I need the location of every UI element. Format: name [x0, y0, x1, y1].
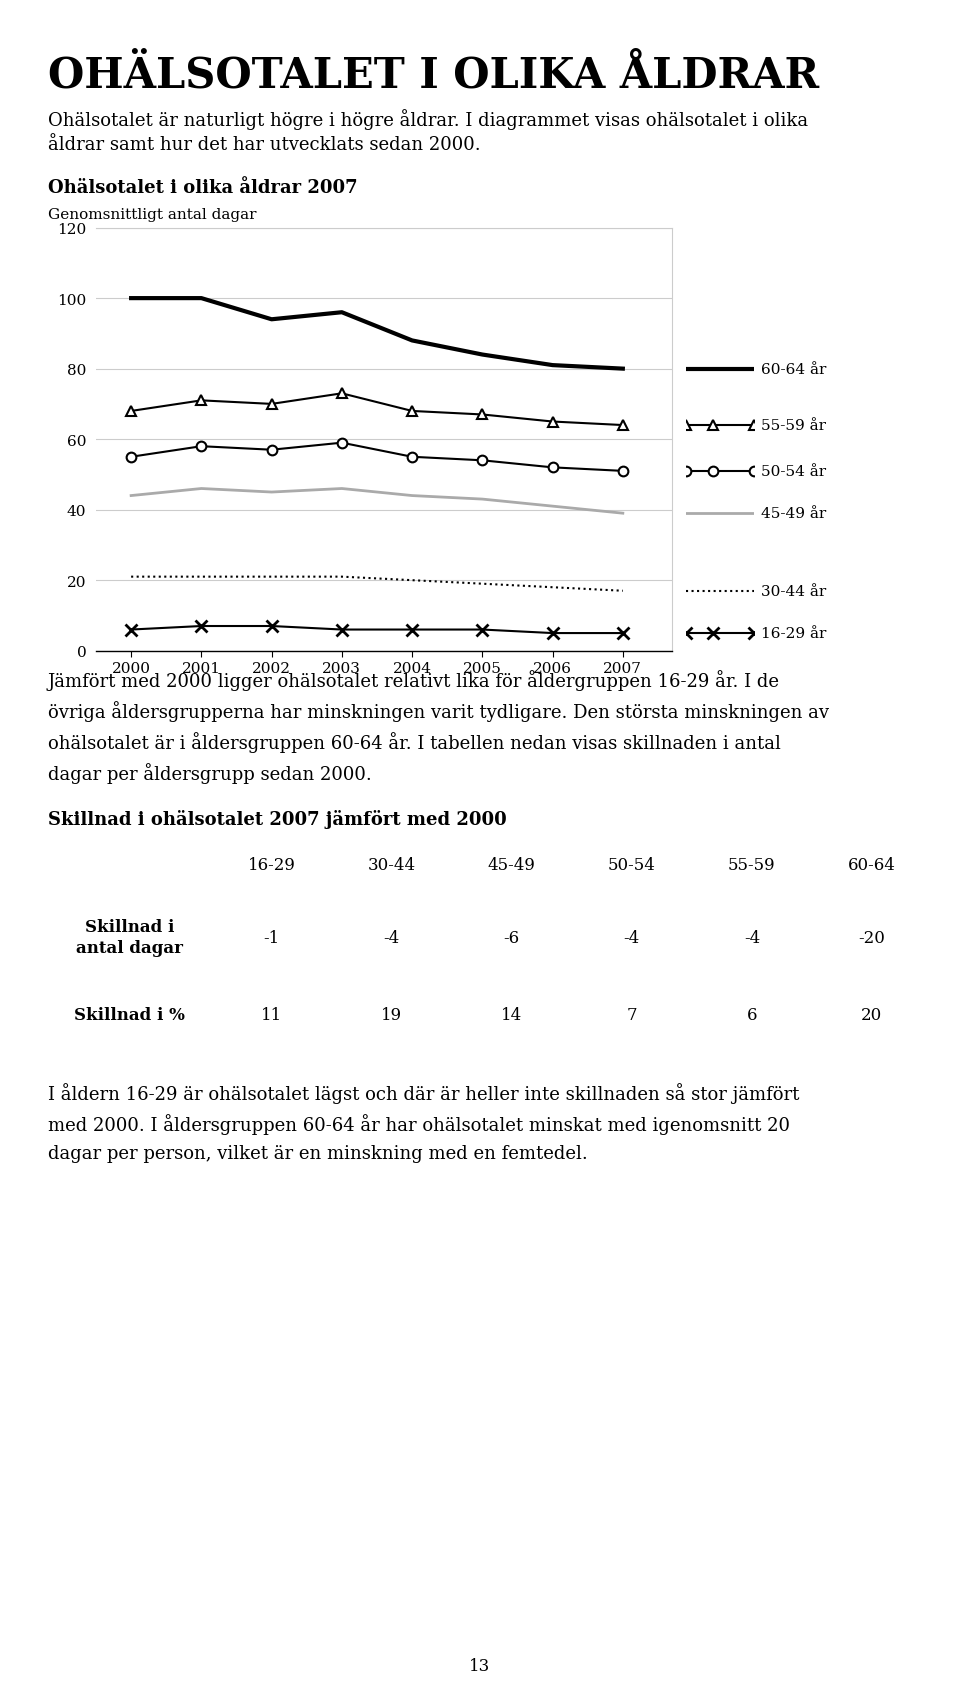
Text: 60-64 år: 60-64 år: [761, 363, 827, 377]
Text: 19: 19: [381, 1006, 402, 1023]
Text: Ohälsotalet är naturligt högre i högre åldrar. I diagrammet visas ohälsotalet i : Ohälsotalet är naturligt högre i högre å…: [48, 109, 808, 130]
Text: övriga åldersgrupperna har minskningen varit tydligare. Den största minskningen : övriga åldersgrupperna har minskningen v…: [48, 701, 829, 721]
Text: 6: 6: [747, 1006, 757, 1023]
Text: -4: -4: [383, 929, 399, 946]
Text: Skillnad i
antal dagar: Skillnad i antal dagar: [76, 919, 183, 957]
Text: 50-54 år: 50-54 år: [761, 464, 827, 479]
Text: med 2000. I åldersgruppen 60-64 år har ohälsotalet minskat med igenomsnitt 20: med 2000. I åldersgruppen 60-64 år har o…: [48, 1113, 790, 1134]
Text: 55-59: 55-59: [728, 858, 776, 873]
Text: 13: 13: [469, 1657, 491, 1674]
Text: I åldern 16-29 är ohälsotalet lägst och där är heller inte skillnaden så stor jä: I åldern 16-29 är ohälsotalet lägst och …: [48, 1083, 800, 1103]
Text: OHÄLSOTALET I OLIKA ÅLDRAR: OHÄLSOTALET I OLIKA ÅLDRAR: [48, 55, 819, 97]
Text: 60-64: 60-64: [848, 858, 896, 873]
Text: 55-59 år: 55-59 år: [761, 419, 827, 433]
Text: 11: 11: [261, 1006, 282, 1023]
Text: ohälsotalet är i åldersgruppen 60-64 år. I tabellen nedan visas skillnaden i ant: ohälsotalet är i åldersgruppen 60-64 år.…: [48, 731, 780, 752]
Text: Skillnad i ohälsotalet 2007 jämfört med 2000: Skillnad i ohälsotalet 2007 jämfört med …: [48, 810, 507, 829]
Text: 14: 14: [501, 1006, 522, 1023]
Text: 30-44: 30-44: [368, 858, 416, 873]
Text: dagar per person, vilket är en minskning med en femtedel.: dagar per person, vilket är en minskning…: [48, 1144, 588, 1163]
Text: -20: -20: [858, 929, 885, 946]
Text: 16-29 år: 16-29 år: [761, 627, 827, 641]
Text: Genomsnittligt antal dagar: Genomsnittligt antal dagar: [48, 208, 256, 222]
Text: 20: 20: [861, 1006, 882, 1023]
Text: 7: 7: [627, 1006, 637, 1023]
Text: 45-49 år: 45-49 år: [761, 506, 827, 522]
Text: Skillnad i %: Skillnad i %: [74, 1006, 185, 1023]
Text: 45-49: 45-49: [488, 858, 536, 873]
Text: 50-54: 50-54: [608, 858, 656, 873]
Text: -4: -4: [624, 929, 640, 946]
Text: -6: -6: [504, 929, 519, 946]
Text: 16-29: 16-29: [248, 858, 296, 873]
Text: 30-44 år: 30-44 år: [761, 585, 827, 598]
Text: åldrar samt hur det har utvecklats sedan 2000.: åldrar samt hur det har utvecklats sedan…: [48, 136, 481, 155]
Text: -1: -1: [263, 929, 279, 946]
Text: Jämfört med 2000 ligger ohälsotalet relativt lika för åldergruppen 16-29 år. I d: Jämfört med 2000 ligger ohälsotalet rela…: [48, 670, 780, 691]
Text: dagar per åldersgrupp sedan 2000.: dagar per åldersgrupp sedan 2000.: [48, 762, 372, 783]
Text: -4: -4: [744, 929, 760, 946]
Text: Ohälsotalet i olika åldrar 2007: Ohälsotalet i olika åldrar 2007: [48, 179, 358, 198]
